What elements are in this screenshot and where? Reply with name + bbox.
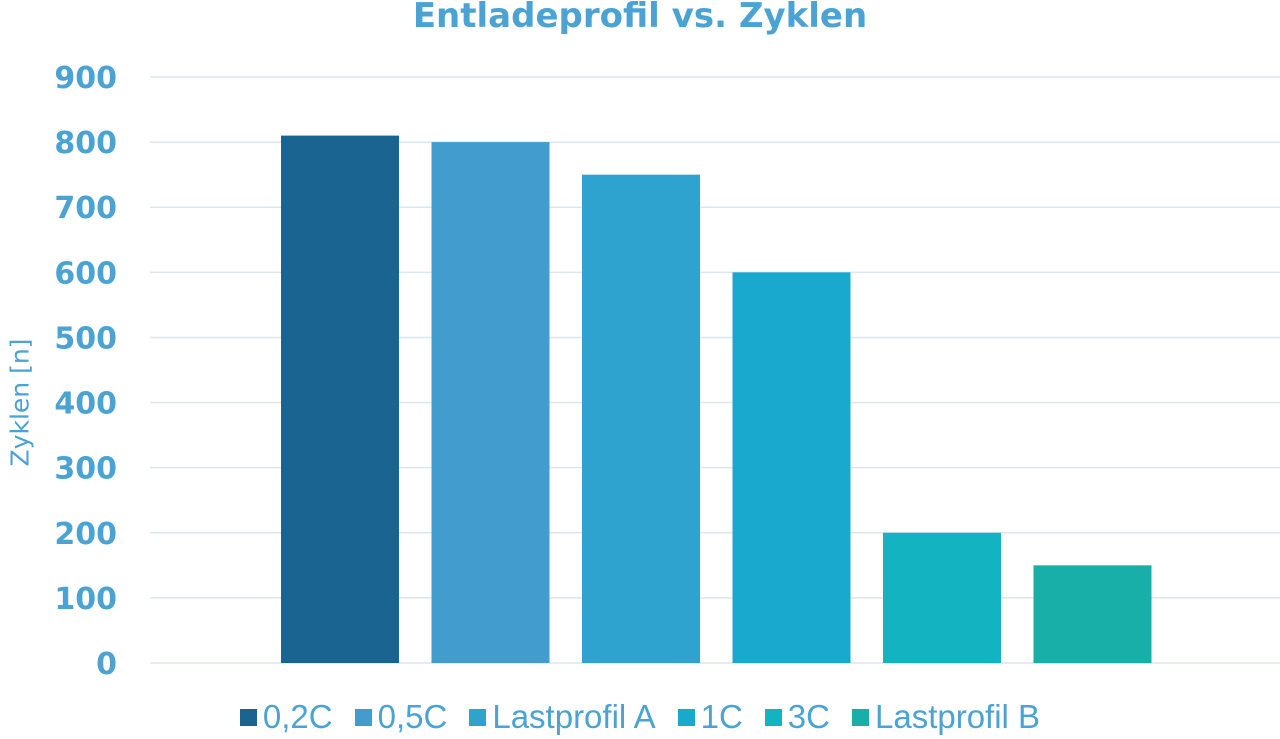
legend-swatch	[851, 708, 869, 726]
legend-item: 0,5C	[354, 698, 448, 736]
legend-label: 0,2C	[262, 698, 333, 735]
legend-label: Lastprofil B	[874, 698, 1041, 735]
legend-swatch	[239, 708, 257, 726]
y-tick-label: 700	[54, 191, 117, 226]
bar-Lastprofil A	[582, 174, 700, 663]
bar-1C	[732, 272, 851, 663]
legend-swatch	[677, 708, 695, 726]
y-tick-label: 200	[54, 517, 117, 552]
y-tick-label: 800	[54, 126, 117, 161]
y-tick-label: 0	[96, 647, 117, 682]
y-tick-label: 500	[54, 321, 117, 356]
legend-label: 0,5C	[377, 698, 448, 735]
y-tick-label: 900	[54, 61, 117, 96]
legend-item: Lastprofil A	[469, 698, 656, 736]
legend-swatch	[764, 708, 782, 726]
y-tick-label: 400	[54, 387, 117, 422]
bar-Lastprofil B	[1033, 565, 1152, 663]
legend-item: Lastprofil B	[851, 698, 1041, 736]
legend-label: 1C	[700, 698, 743, 735]
legend-item: 3C	[764, 698, 830, 736]
legend-swatch	[469, 708, 487, 726]
legend-swatch	[354, 708, 372, 726]
chart-title: Entladeprofil vs. Zyklen	[412, 0, 868, 36]
y-tick-label: 100	[54, 582, 117, 617]
bar-0,5C	[431, 142, 550, 664]
y-tick-label: 300	[54, 452, 117, 487]
legend: 0,2C 0,5C Lastprofil A 1C 3C Lastprofil B	[0, 698, 1280, 736]
y-axis-label: Zyklen [n]	[5, 338, 35, 467]
legend-item: 0,2C	[239, 698, 333, 736]
legend-item: 1C	[677, 698, 743, 736]
bar-3C	[883, 532, 1001, 663]
y-tick-label: 600	[54, 256, 117, 291]
bar-0,2C	[281, 135, 399, 664]
legend-label: 3C	[787, 698, 830, 735]
legend-label: Lastprofil A	[492, 698, 656, 735]
